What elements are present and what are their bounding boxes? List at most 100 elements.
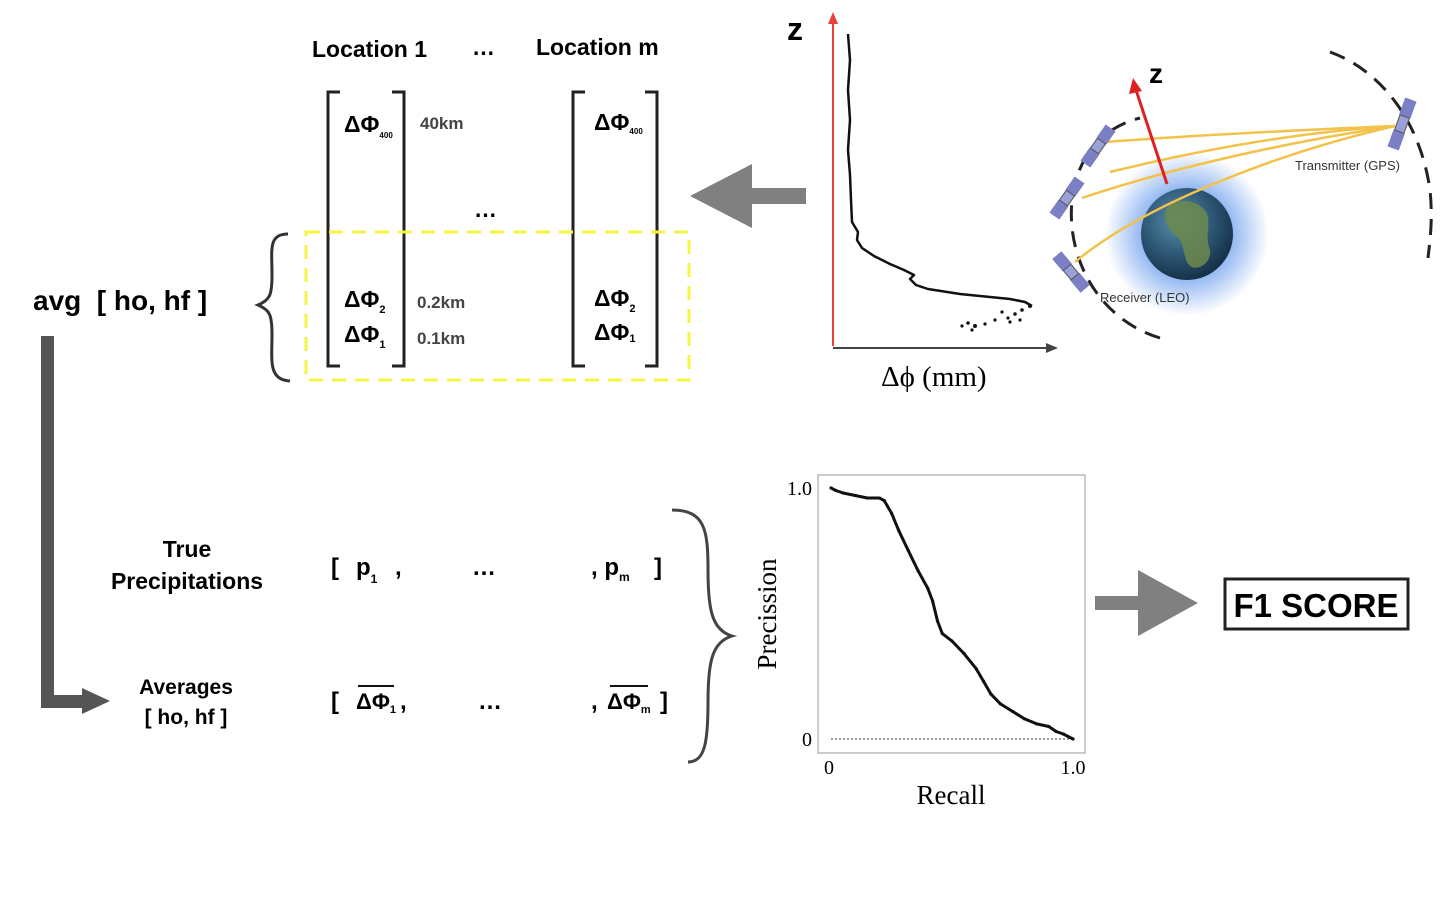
flow-arrow-down: [41, 336, 110, 714]
height-label-0-1km: 0.1km: [417, 329, 465, 348]
matrix-section: Location 1 … Location m ΔΦ400 ΔΦ2 ΔΦ1 ΔΦ…: [254, 34, 691, 383]
matrix-m-left-bracket: [571, 90, 585, 368]
range-curly-brace: [254, 232, 291, 383]
true-vector-last: , pm: [591, 554, 630, 584]
delta-phi-400-loc1: ΔΦ400: [344, 111, 393, 140]
profile-plot: z Δϕ (mm): [787, 11, 1058, 393]
delta-phi-400-locm: ΔΦ400: [594, 109, 643, 136]
pr-curve-point: [931, 599, 935, 603]
orbit-illustration: z Transmitter (GPS) Receiver (LEO): [1049, 50, 1433, 340]
pr-curve-point: [889, 511, 894, 515]
pr-y-tick-label: 0: [802, 729, 812, 751]
location-m-header: Location m: [536, 34, 659, 60]
orbit-z-label: z: [1149, 58, 1163, 89]
earth-landmass: [1164, 200, 1211, 268]
profile-scatter-points: [960, 304, 1032, 332]
location-header-ellipsis: …: [472, 34, 495, 60]
f1-score-label: F1 SCORE: [1233, 587, 1398, 624]
pr-curve-point: [897, 529, 901, 533]
avg-vector-comma: ,: [400, 688, 407, 715]
pr-curve-chart: Recall Precission 0 1.0 0 1.0: [752, 474, 1086, 810]
avg-vector-open-bracket: [: [331, 688, 339, 715]
pr-curve-point: [1071, 737, 1075, 741]
matrix-middle-ellipsis: …: [474, 196, 497, 222]
pr-x-tick-label: 0: [824, 757, 834, 779]
leo-satellite-2-icon: [1049, 176, 1085, 220]
true-vector-ellipsis: …: [472, 554, 496, 581]
pr-curve-point: [962, 652, 966, 656]
profile-z-arrowhead: [828, 12, 838, 24]
avg-range-label: avg [ ho, hf ]: [33, 285, 207, 316]
pr-curve-point: [834, 488, 838, 493]
true-vector-close-bracket: ]: [654, 554, 662, 581]
arrow-to-f1: [1095, 570, 1198, 636]
pr-curve-point: [998, 702, 1003, 706]
true-precip-label-line1: True: [163, 536, 212, 562]
avg-vector-last-comma: ,: [591, 688, 598, 715]
pr-curve-point: [1054, 729, 1058, 734]
delta-phi-2-loc1: ΔΦ2: [344, 286, 386, 316]
averages-label-line2: [ ho, hf ]: [145, 706, 228, 729]
location-1-header: Location 1: [312, 36, 427, 62]
pr-curve-point: [935, 619, 940, 623]
pr-curve-point: [1061, 732, 1065, 736]
pr-curve-point: [906, 549, 911, 553]
pr-y-tick-label: 1.0: [787, 478, 812, 500]
orbit-z-arrowhead: [1129, 78, 1142, 94]
transmitter-label: Transmitter (GPS): [1295, 158, 1400, 173]
gps-orbit-path: [1329, 50, 1433, 259]
pr-curve-point: [1023, 717, 1027, 721]
pr-x-tick-label: 1.0: [1061, 757, 1086, 779]
leo-satellite-3-icon: [1052, 251, 1090, 293]
avg-vector-first: ΔΦ1: [356, 689, 396, 716]
height-label-40km: 40km: [420, 114, 463, 133]
pr-curve-point: [853, 493, 857, 498]
delta-phi-2-locm: ΔΦ2: [594, 285, 636, 315]
vectors-curly-brace: [671, 508, 738, 764]
gps-satellite-icon: [1387, 97, 1417, 151]
orbit-z-axis: [1134, 89, 1169, 185]
pr-curve-point: [940, 631, 944, 636]
matrix-1-right-bracket: [392, 90, 406, 368]
pr-curve-point: [829, 486, 833, 490]
true-vector-comma: ,: [395, 554, 402, 581]
pr-curve-point: [950, 639, 954, 643]
pr-curve-point: [877, 496, 882, 500]
matrix-m-right-bracket: [645, 90, 659, 368]
pr-x-axis-label: Recall: [917, 780, 986, 810]
profile-x-label: Δϕ (mm): [881, 361, 987, 393]
pr-curve-point: [1035, 722, 1039, 726]
selected-range-box: [304, 230, 691, 382]
pr-curve-point: [1010, 709, 1015, 713]
delta-phi-1-locm: ΔΦ1: [594, 319, 636, 345]
delta-phi-1-loc1: ΔΦ1: [344, 321, 386, 351]
receiver-label: Receiver (LEO): [1100, 290, 1190, 305]
arrow-profile-to-matrix: [690, 164, 806, 228]
pr-y-axis-label: Precission: [752, 558, 782, 669]
true-precip-label-line2: Precipitations: [111, 568, 263, 594]
profile-curve: [846, 33, 1033, 308]
vectors-section: True Precipitations [ p1 , … , pm ] Aver…: [111, 508, 738, 764]
pr-curve-point: [981, 679, 986, 683]
height-label-0-2km: 0.2km: [417, 293, 465, 312]
pr-curve-point: [926, 586, 930, 591]
true-vector-open-bracket: [: [331, 554, 339, 581]
pr-curve-point: [916, 569, 920, 573]
f1-score-box: [1223, 577, 1410, 631]
avg-vector-close-bracket: ]: [660, 688, 668, 715]
pr-chart-frame: [817, 474, 1086, 754]
profile-x-arrowhead: [1046, 343, 1058, 353]
matrix-1-left-bracket: [326, 90, 340, 368]
averages-label-line1: Averages: [139, 676, 233, 699]
pr-curve-point: [974, 667, 978, 671]
pr-curve-point: [989, 692, 993, 696]
pr-curve-point: [865, 496, 869, 500]
pr-curve-point: [882, 498, 886, 503]
avg-vector-last: ΔΦm: [607, 689, 651, 716]
profile-z-label: z: [787, 11, 803, 47]
pr-curve-point: [1047, 724, 1051, 729]
avg-vector-ellipsis: …: [478, 688, 502, 715]
true-vector-first: p1: [356, 554, 378, 586]
leo-satellite-1-icon: [1080, 124, 1116, 168]
